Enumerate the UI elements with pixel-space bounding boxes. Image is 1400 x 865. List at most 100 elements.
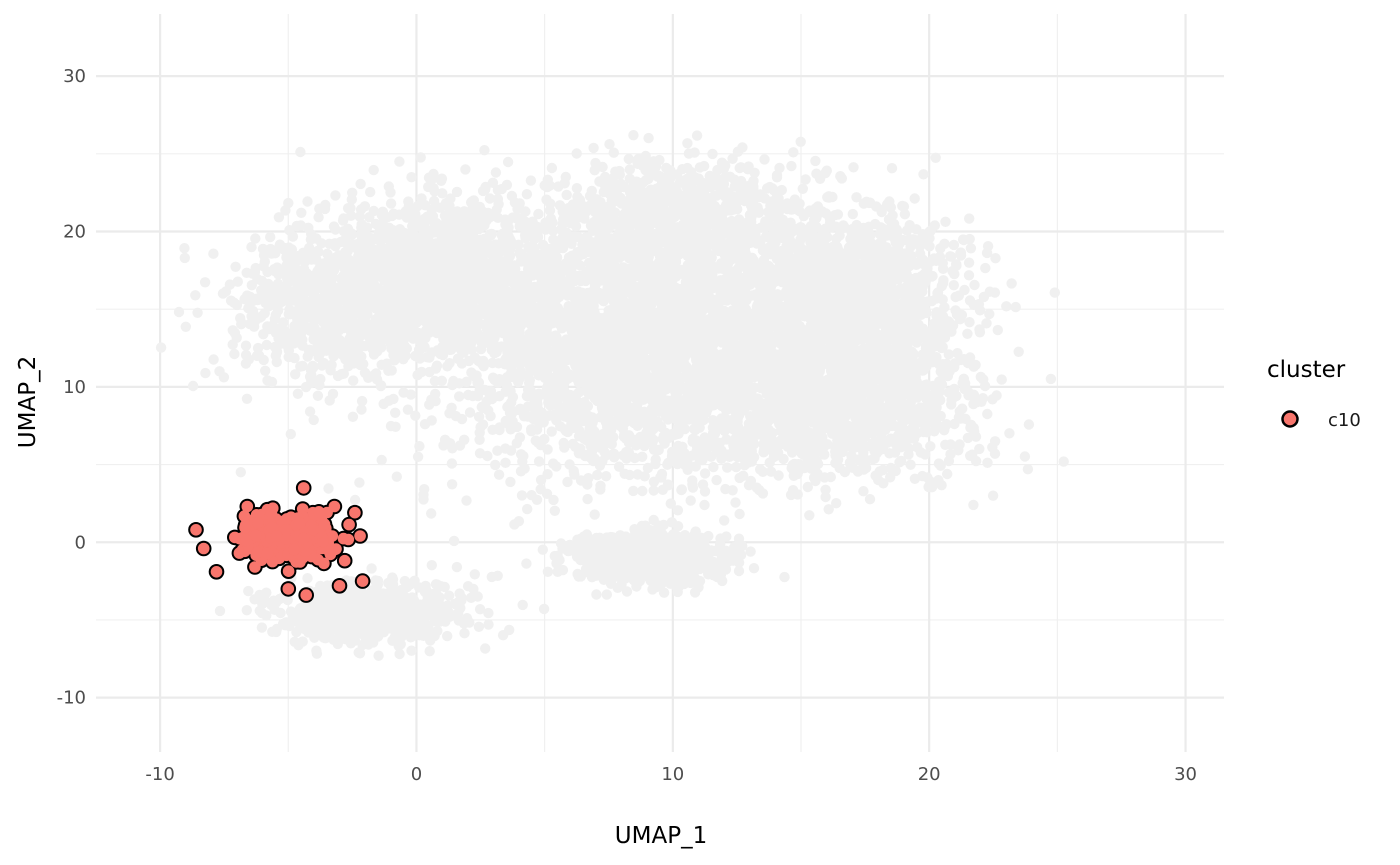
- background-point: [240, 358, 252, 369]
- background-point: [257, 243, 269, 255]
- background-point: [335, 254, 347, 265]
- background-point: [535, 484, 546, 495]
- background-point: [968, 499, 979, 511]
- background-point: [1023, 419, 1035, 430]
- background-point: [517, 308, 529, 320]
- background-point: [455, 230, 466, 241]
- background-point: [429, 227, 440, 238]
- background-point: [355, 204, 367, 215]
- background-point: [415, 152, 426, 163]
- background-point: [368, 164, 379, 176]
- background-point: [362, 309, 373, 320]
- background-point: [429, 267, 440, 278]
- background-point: [312, 341, 323, 353]
- background-point: [217, 288, 229, 299]
- background-point: [344, 267, 356, 279]
- background-point: [699, 468, 711, 479]
- background-point: [534, 266, 545, 278]
- background-point: [429, 249, 441, 260]
- background-point: [296, 207, 307, 218]
- background-point: [240, 340, 252, 351]
- background-point: [423, 172, 435, 183]
- background-point: [230, 261, 241, 272]
- background-point: [429, 300, 440, 312]
- background-point: [637, 485, 648, 497]
- background-point: [358, 358, 369, 370]
- background-point: [403, 201, 414, 213]
- background-point: [208, 354, 219, 365]
- background-point: [962, 328, 973, 339]
- background-point: [539, 433, 550, 445]
- background-point: [486, 246, 497, 257]
- background-point: [741, 295, 752, 306]
- background-point: [192, 307, 203, 318]
- background-point: [500, 214, 511, 225]
- background-point: [260, 365, 271, 376]
- background-point: [722, 462, 733, 473]
- background-point: [338, 213, 349, 224]
- background-point: [365, 186, 376, 198]
- background-point: [280, 205, 291, 216]
- background-point: [265, 288, 277, 299]
- background-point: [355, 178, 366, 190]
- background-point: [495, 271, 506, 283]
- background-point: [361, 318, 373, 329]
- background-point: [316, 238, 327, 249]
- background-point: [227, 325, 238, 336]
- background-point: [352, 329, 363, 340]
- background-point: [439, 246, 451, 257]
- background-point: [550, 295, 561, 306]
- background-point: [381, 358, 392, 369]
- background-point: [755, 464, 766, 475]
- background-point: [400, 350, 411, 361]
- background-point: [522, 503, 533, 515]
- background-point: [199, 277, 211, 288]
- background-point: [246, 311, 257, 322]
- background-point: [599, 446, 610, 458]
- background-point: [545, 198, 556, 209]
- background-point: [456, 413, 468, 425]
- background-point: [369, 266, 381, 277]
- background-point: [406, 172, 417, 183]
- background-point: [208, 248, 219, 259]
- background-point: [493, 469, 505, 480]
- background-point: [340, 295, 351, 306]
- background-point: [478, 256, 490, 267]
- background-point: [259, 256, 270, 267]
- background-point: [534, 286, 545, 297]
- background-point: [561, 189, 572, 201]
- background-point: [302, 196, 313, 207]
- background-point: [224, 279, 236, 290]
- background-point: [305, 234, 317, 245]
- background-point: [500, 457, 511, 468]
- background-point: [460, 164, 471, 175]
- background-point: [600, 471, 612, 482]
- background-point: [359, 234, 371, 245]
- background-point: [180, 321, 191, 332]
- background-point: [359, 243, 370, 254]
- background-point: [774, 162, 785, 174]
- background-point: [187, 380, 199, 392]
- background-point: [462, 255, 473, 266]
- background-point: [687, 433, 699, 444]
- background-point: [436, 173, 448, 184]
- background-point: [533, 456, 545, 467]
- background-point: [492, 193, 504, 205]
- background-point: [448, 239, 459, 250]
- background-point: [551, 461, 562, 472]
- background-point: [394, 209, 405, 220]
- background-point: [848, 162, 859, 173]
- background-point: [412, 201, 423, 212]
- background-point: [368, 205, 379, 217]
- background-point: [582, 493, 593, 505]
- background-point: [501, 179, 513, 191]
- background-point: [173, 306, 185, 318]
- background-point: [305, 377, 317, 389]
- background-point: [339, 235, 350, 246]
- background-point: [521, 189, 533, 200]
- background-point: [506, 190, 518, 202]
- background-point: [672, 505, 684, 516]
- background-point: [484, 193, 496, 204]
- background-point: [468, 214, 480, 226]
